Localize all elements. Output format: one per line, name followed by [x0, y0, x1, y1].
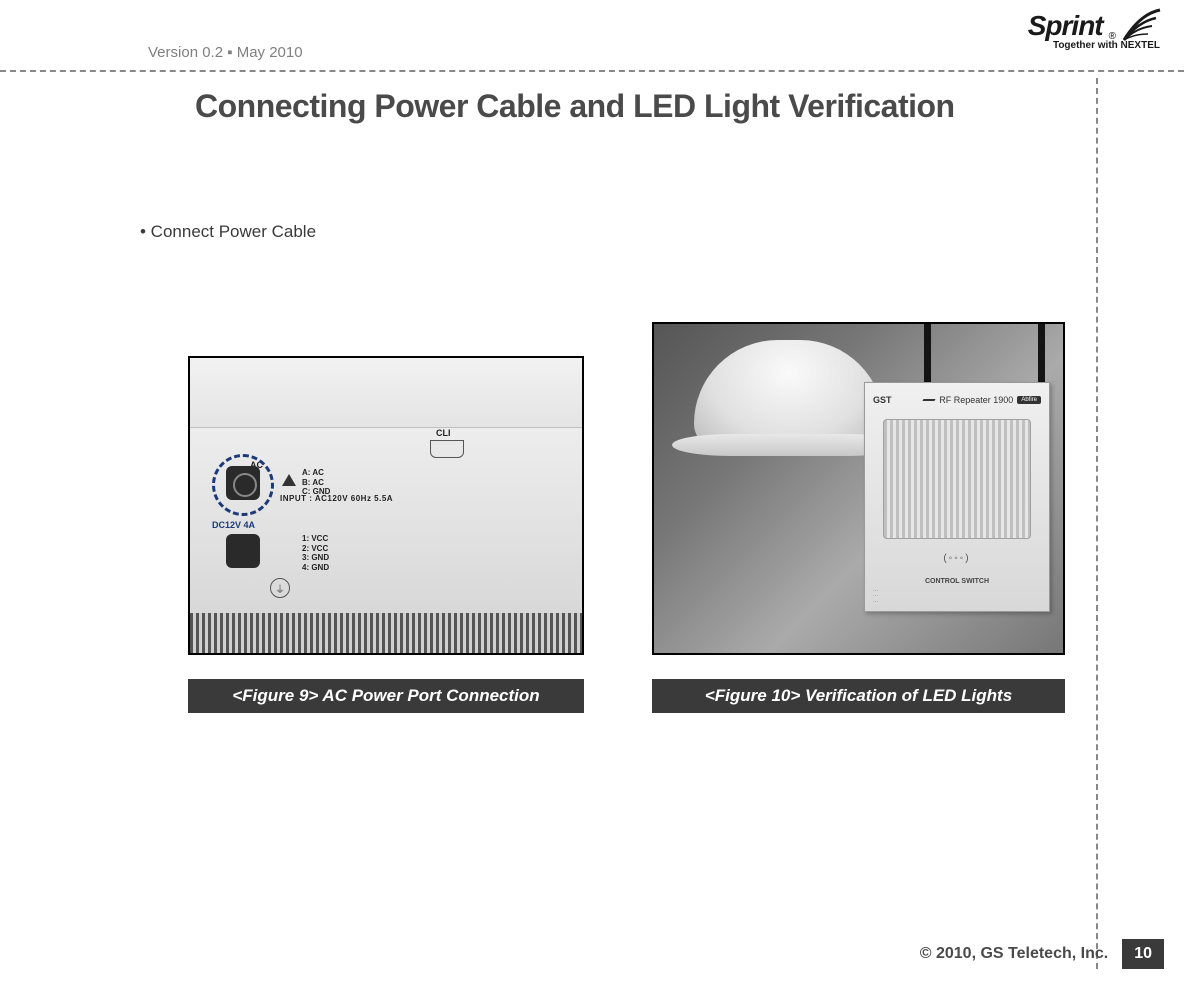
- figure-9: CLI AC A: AC B: AC C: GND INPUT : AC120V…: [188, 322, 584, 713]
- figures-row: CLI AC A: AC B: AC C: GND INPUT : AC120V…: [188, 322, 1065, 713]
- footer: © 2010, GS Teletech, Inc. 10: [920, 939, 1164, 969]
- page-title: Connecting Power Cable and LED Light Ver…: [195, 88, 955, 125]
- ground-icon: ⏚: [270, 578, 290, 598]
- page-number: 10: [1122, 939, 1164, 969]
- ac-port-icon: [226, 466, 260, 500]
- brand-logo: Sprint® Together with NEXTEL: [1028, 8, 1162, 51]
- antenna-icon: [1038, 322, 1045, 382]
- led-indicator-icon: (◦◦◦): [865, 553, 1049, 564]
- control-switch-label: CONTROL SWITCH: [865, 578, 1049, 585]
- unit-smallprint: ·········: [873, 589, 878, 606]
- logo-wordmark: Sprint: [1028, 10, 1103, 42]
- bullet-connect-power: • Connect Power Cable: [140, 222, 316, 242]
- heatsink-fins: [190, 613, 582, 653]
- figure-9-image: CLI AC A: AC B: AC C: GND INPUT : AC120V…: [188, 356, 584, 655]
- header: Version 0.2 ▪ May 2010 Sprint® Together …: [0, 0, 1184, 72]
- cli-label: CLI: [436, 428, 451, 438]
- input-rating: INPUT : AC120V 60Hz 5.5A: [280, 494, 393, 503]
- figure-10-caption: <Figure 10> Verification of LED Lights: [652, 679, 1065, 713]
- figure-9-caption: <Figure 9> AC Power Port Connection: [188, 679, 584, 713]
- repeater-unit: GST RF Repeater 1900 Abfire (◦◦◦) CONTROL…: [864, 382, 1050, 612]
- copyright-text: © 2010, GS Teletech, Inc.: [920, 939, 1122, 969]
- figure-10: GST RF Repeater 1900 Abfire (◦◦◦) CONTROL…: [652, 322, 1065, 713]
- ac-pinout: A: AC B: AC C: GND: [302, 468, 330, 497]
- caution-icon: [282, 474, 296, 486]
- unit-badge: Abfire: [1017, 396, 1041, 404]
- antenna-icon: [924, 322, 931, 382]
- logo-fan-icon: [1122, 8, 1162, 42]
- unit-model: RF Repeater 1900: [939, 395, 1013, 405]
- unit-brand: GST: [873, 395, 892, 405]
- dc-port-icon: [226, 534, 260, 568]
- figure-10-image: GST RF Repeater 1900 Abfire (◦◦◦) CONTROL…: [652, 322, 1065, 655]
- vent-grille-icon: [883, 419, 1031, 539]
- dc-pinout: 1: VCC 2: VCC 3: GND 4: GND: [302, 534, 329, 572]
- cli-port-icon: [430, 440, 464, 458]
- dc-label: DC12V 4A: [212, 520, 255, 530]
- version-text: Version 0.2 ▪ May 2010: [148, 44, 303, 61]
- right-margin-rule: [1096, 78, 1098, 969]
